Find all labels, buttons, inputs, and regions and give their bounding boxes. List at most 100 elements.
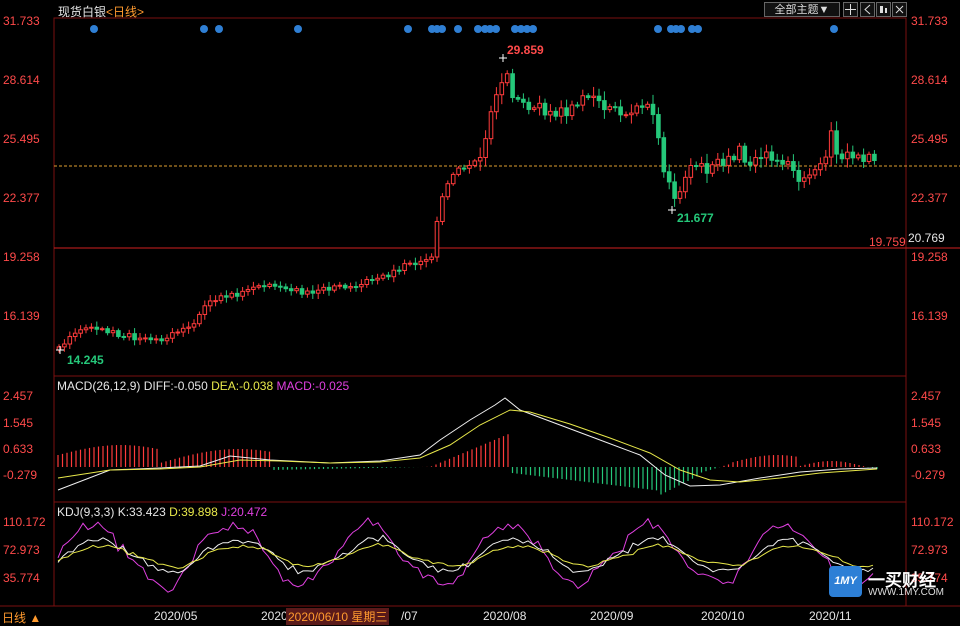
- x-label-2020-05: 2020/05: [154, 609, 198, 623]
- price-tick-left: 16.139: [3, 309, 40, 323]
- candle-body: [380, 274, 386, 279]
- candle-body: [348, 286, 353, 289]
- x-label-2020: 2020: [261, 609, 288, 623]
- start-low-marker: [56, 346, 64, 354]
- candle-body: [229, 292, 235, 298]
- period-tab-label: 日线: [2, 611, 27, 625]
- macd-legend: MACD(26,12,9) DIFF:-0.050 DEA:-0.038 MAC…: [57, 379, 349, 393]
- kdj-tick-left: 110.172: [3, 515, 46, 529]
- brand-logo: 1MY: [829, 566, 862, 597]
- candle-body: [278, 285, 283, 288]
- candle-body: [110, 330, 116, 334]
- candle-body: [197, 313, 202, 325]
- candle-body: [359, 283, 364, 288]
- x-label-07: /07: [401, 609, 418, 623]
- candle-body: [321, 286, 326, 291]
- candle-body: [855, 154, 861, 159]
- candle-body: [332, 285, 337, 291]
- macd-tick-right: -0.279: [911, 468, 946, 482]
- kdj-tick-right: 72.973: [911, 543, 948, 557]
- candle-body: [62, 343, 67, 348]
- candle-body: [575, 104, 580, 107]
- candle-body: [699, 163, 704, 167]
- candle-body: [94, 326, 100, 330]
- candle-body: [612, 106, 618, 109]
- candle-body: [488, 111, 494, 140]
- candle-body: [591, 95, 596, 98]
- candle-body: [634, 105, 640, 114]
- candle-body: [715, 158, 721, 166]
- candle-body: [180, 327, 186, 333]
- candle-body: [423, 259, 429, 262]
- signal-dot: [677, 25, 685, 33]
- candle-body: [342, 284, 348, 289]
- crosshair-date-tooltip: 2020/06/10 星期三: [286, 608, 390, 625]
- candle-body: [515, 97, 521, 100]
- candle-body: [623, 114, 629, 117]
- candle-body: [294, 288, 299, 292]
- candle-body: [251, 286, 256, 291]
- candle-body: [764, 151, 769, 159]
- candle-body: [731, 155, 737, 161]
- candle-body: [683, 176, 688, 193]
- candle-body: [440, 196, 445, 222]
- candle-body: [553, 110, 559, 117]
- candle-body: [116, 330, 121, 337]
- candle-body: [256, 285, 262, 288]
- candle-body: [483, 138, 488, 158]
- theme-select-button[interactable]: 全部主题▼: [764, 2, 840, 17]
- move-left-button[interactable]: [860, 2, 875, 17]
- candle-body: [710, 164, 715, 174]
- signal-dot: [454, 25, 462, 33]
- candle-body: [580, 95, 586, 106]
- candle-body: [564, 107, 569, 117]
- candle-body: [558, 107, 564, 117]
- low-price-label: 21.677: [677, 211, 714, 225]
- signal-dot: [200, 25, 208, 33]
- candle-body: [143, 337, 148, 340]
- candle-body: [720, 158, 726, 166]
- candle-body: [661, 137, 667, 173]
- period-label[interactable]: <日线>: [106, 5, 145, 19]
- bar-mode-button[interactable]: [876, 2, 891, 17]
- candle-body: [369, 279, 375, 282]
- candle-body: [240, 290, 245, 297]
- crosshair-price-label: 20.769: [908, 231, 945, 245]
- candle-body: [78, 329, 83, 334]
- price-tick-left: 22.377: [3, 191, 40, 205]
- candle-body: [175, 331, 181, 334]
- close-button[interactable]: [892, 2, 907, 17]
- candle-body: [569, 104, 575, 117]
- brand-url: WWW.1MY.COM: [868, 587, 944, 598]
- candle-body: [834, 130, 839, 155]
- candle-body: [531, 107, 537, 110]
- signal-dot: [529, 25, 537, 33]
- price-tick-right: 28.614: [911, 73, 948, 87]
- candle-body: [618, 106, 623, 116]
- candle-body: [429, 256, 434, 261]
- candle-body: [386, 274, 391, 278]
- candle-body: [261, 285, 267, 288]
- macd-dea: DEA:-0.038: [211, 379, 274, 393]
- signal-dot: [511, 25, 519, 33]
- crosshair-button[interactable]: [843, 2, 858, 17]
- candle-body: [861, 154, 866, 162]
- candle-body: [602, 100, 607, 111]
- kdj-j: J:20.472: [221, 505, 268, 519]
- candle-body: [164, 337, 170, 342]
- kdj-legend: KDJ(9,3,3) K:33.423 D:39.898 J:20.472: [57, 505, 267, 519]
- x-label-2020-09: 2020/09: [590, 609, 634, 623]
- kdj-d-line: [57, 542, 874, 569]
- candle-body: [396, 269, 402, 272]
- candle-body: [315, 289, 321, 294]
- candle-body: [299, 288, 305, 295]
- candle-body: [153, 338, 159, 341]
- price-tick-left: 19.258: [3, 250, 40, 264]
- period-tab[interactable]: 日线 ▲: [2, 609, 41, 626]
- candle-body: [650, 103, 656, 116]
- signal-dot: [294, 25, 302, 33]
- kdj-tick-right: 110.172: [911, 515, 954, 529]
- price-tick-right: 19.258: [911, 250, 948, 264]
